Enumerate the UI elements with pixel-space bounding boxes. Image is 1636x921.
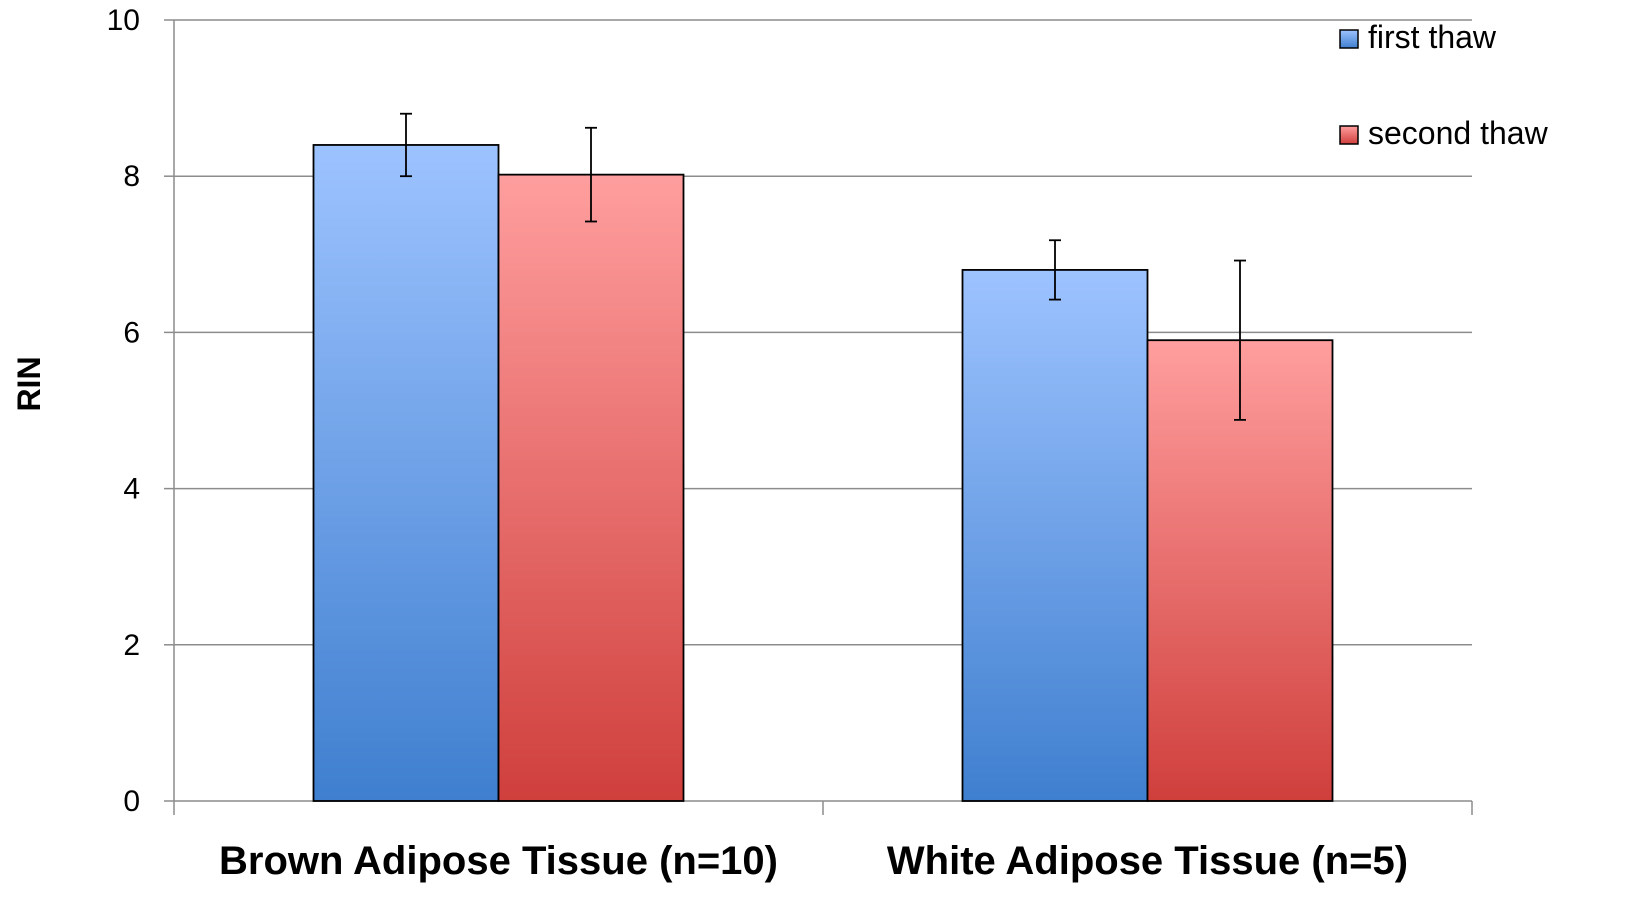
x-category-label: Brown Adipose Tissue (n=10): [219, 839, 778, 883]
legend-swatch: [1339, 125, 1359, 145]
y-tick-label: 8: [123, 160, 140, 193]
legend: first thaw second thaw: [1339, 19, 1549, 151]
labels: RIN 0 2 4 6 8 10 Brown Adipose Tissue (n=10) Wh…: [11, 4, 1408, 883]
bar-first-thaw: [961, 269, 1149, 802]
error-bars: [400, 112, 1246, 421]
y-tick-label: 6: [123, 316, 140, 349]
y-axis-title: RIN: [11, 356, 47, 411]
bars: [312, 144, 1334, 802]
y-tick-label: 0: [123, 785, 140, 818]
x-category-label: White Adipose Tissue (n=5): [887, 839, 1408, 883]
bar-first-thaw: [312, 144, 500, 802]
legend-label: second thaw: [1368, 115, 1549, 151]
y-tick-label: 4: [123, 473, 140, 506]
y-tick-label: 2: [123, 629, 140, 662]
y-tick-label: 10: [107, 4, 140, 37]
legend-label: first thaw: [1368, 19, 1497, 55]
bar-second-thaw: [497, 173, 685, 802]
legend-swatch: [1339, 29, 1359, 49]
